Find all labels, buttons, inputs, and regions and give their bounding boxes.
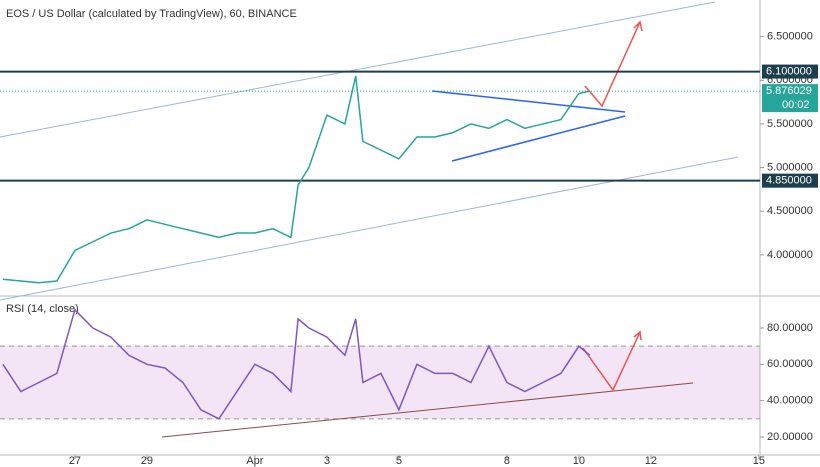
x-tick-label: 8	[504, 455, 510, 467]
series-line	[2, 308, 591, 420]
last-price-label: 5.876029	[766, 85, 812, 97]
x-tick-label: 15	[753, 455, 765, 467]
x-tick-label: 29	[141, 455, 153, 467]
y-tick-label: 4.000000	[767, 249, 813, 261]
y-tick-label: 5.500000	[767, 118, 813, 130]
y-tick-label: 40.00000	[767, 395, 813, 407]
last-price-bg	[762, 84, 818, 113]
level-label-bg	[762, 64, 818, 79]
rsi-trendline	[161, 382, 694, 438]
x-tick-label: 3	[324, 455, 330, 467]
x-tick-label: Apr	[246, 455, 263, 467]
indicator-title: RSI (14, close)	[6, 303, 79, 315]
arrow-head	[633, 330, 642, 341]
level-label-bg	[762, 173, 818, 188]
y-tick-label: 5.000000	[767, 161, 813, 173]
chart-title: EOS / US Dollar (calculated by TradingVi…	[6, 8, 297, 20]
channel-upper	[0, 1, 716, 138]
countdown: 00:02	[782, 99, 810, 111]
y-tick-label: 60.00000	[767, 358, 813, 370]
forecast-arrow	[584, 21, 641, 108]
rsi-band	[0, 346, 760, 419]
y-tick-label: 20.00000	[767, 431, 813, 443]
triangle-lower	[451, 115, 626, 162]
x-tick-label: 10	[573, 455, 585, 467]
y-tick-label: 6.500000	[767, 31, 813, 43]
x-tick-label: 5	[396, 455, 402, 467]
rsi-forecast-arrow	[582, 331, 641, 392]
series-line	[2, 75, 590, 284]
x-tick-label: 12	[645, 455, 657, 467]
x-tick-label: 27	[69, 455, 81, 467]
triangle-upper	[431, 90, 626, 113]
level-label: 6.100000	[766, 65, 812, 77]
y-tick-label: 4.500000	[767, 205, 813, 217]
arrow-head	[633, 20, 643, 32]
y-tick-label: 80.00000	[767, 322, 813, 334]
level-label: 4.850000	[766, 175, 812, 187]
